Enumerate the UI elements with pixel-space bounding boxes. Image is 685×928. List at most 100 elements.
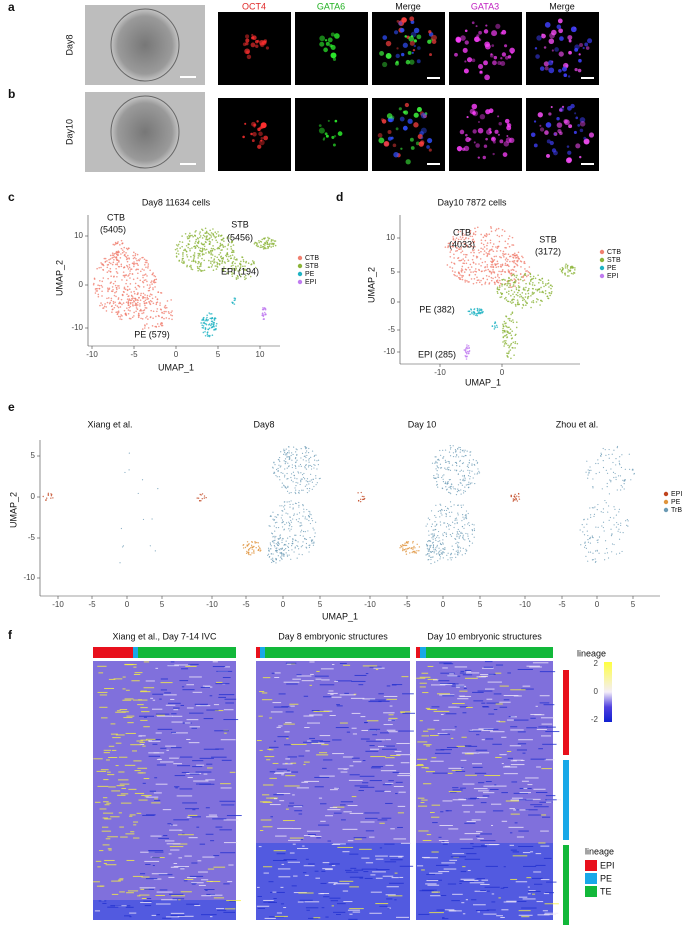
cell-point — [115, 263, 117, 266]
cell-point — [495, 263, 498, 265]
cell-point — [413, 552, 415, 554]
heatmap-cell — [345, 869, 352, 871]
cell-point — [305, 538, 308, 541]
cell-point — [303, 455, 305, 457]
cell-point — [407, 547, 409, 550]
panel-title: Day8 — [253, 419, 274, 429]
cell-point — [122, 302, 125, 304]
fluorescence-spot — [533, 143, 538, 148]
cell-point — [311, 481, 313, 483]
cell-point — [446, 522, 449, 525]
cell-point — [506, 336, 508, 339]
cell-point — [152, 317, 154, 320]
heatmap-cell — [431, 891, 441, 893]
fluorescence-spot — [409, 16, 415, 22]
cell-point — [561, 269, 564, 271]
cell-point — [465, 347, 467, 350]
heatmap-cell — [169, 829, 181, 831]
fluorescence-spot — [408, 36, 415, 42]
cell-point — [493, 271, 496, 274]
heatmap-cell — [503, 699, 510, 701]
cell-point — [144, 304, 146, 307]
cell-point — [219, 256, 222, 258]
cell-point — [527, 296, 529, 298]
cell-point — [430, 533, 432, 535]
cell-point — [248, 268, 251, 270]
cell-point — [427, 559, 429, 561]
heatmap-cell — [184, 722, 191, 724]
cell-point — [430, 544, 432, 546]
heatmap-cell — [160, 689, 168, 691]
cell-point — [539, 279, 542, 282]
cell-point — [278, 476, 280, 478]
cell-point — [310, 473, 312, 475]
heatmap-cell — [473, 700, 484, 702]
cell-point — [278, 537, 280, 540]
heatmap-cell — [284, 785, 300, 787]
heatmap-cell — [421, 767, 428, 769]
cell-point — [429, 546, 431, 548]
heatmap-cell — [462, 674, 473, 676]
cell-point — [313, 485, 315, 488]
cell-point — [256, 243, 258, 245]
cell-point — [474, 233, 477, 236]
fluorescence-spot — [558, 28, 563, 34]
cell-point — [435, 468, 437, 470]
heatmap-cell — [463, 672, 480, 674]
cell-point — [280, 451, 282, 453]
cell-point — [602, 447, 604, 450]
cell-point — [431, 537, 433, 539]
cell-point — [498, 286, 501, 288]
cell-point — [47, 494, 49, 496]
cell-point — [469, 475, 471, 478]
cell-point — [146, 259, 148, 262]
cell-point — [589, 551, 592, 553]
heatmap-cell — [132, 875, 143, 877]
cell-point — [208, 252, 210, 254]
cell-point — [286, 454, 288, 456]
heatmap-cell — [464, 745, 472, 747]
cell-point — [294, 547, 296, 549]
cell-point — [117, 241, 119, 243]
heatmap-cell — [207, 767, 213, 769]
heatmap-cell — [166, 843, 181, 845]
cell-point — [277, 526, 280, 529]
cell-point — [156, 308, 159, 310]
cell-point — [507, 269, 510, 271]
cell-point — [254, 241, 256, 244]
cell-point — [471, 530, 474, 532]
cell-point — [263, 307, 266, 310]
cell-point — [427, 540, 429, 543]
cell-point — [448, 461, 450, 463]
fluorescence-spot — [420, 127, 427, 134]
cell-point — [109, 271, 112, 273]
fluorescence-spot — [464, 60, 467, 63]
cell-point — [439, 542, 442, 545]
fluorescence-spot — [500, 61, 506, 67]
fluorescence-spot — [253, 123, 257, 127]
cell-point — [436, 481, 438, 483]
heatmap-cell — [532, 893, 536, 895]
heatmap-cell — [316, 837, 321, 839]
cell-point — [513, 252, 516, 255]
heatmap-cell — [354, 785, 369, 787]
cell-point — [460, 268, 463, 270]
fluorescence-spot — [404, 102, 410, 108]
cell-point — [129, 299, 132, 302]
cell-point — [126, 260, 129, 263]
heatmap-cell — [388, 895, 403, 897]
cell-point — [235, 277, 238, 279]
cell-point — [213, 321, 215, 324]
cell-point — [277, 544, 279, 547]
cell-point — [291, 549, 293, 551]
heatmap-cell — [102, 902, 107, 904]
cell-point — [495, 255, 497, 258]
cell-point — [282, 472, 284, 474]
heatmap-cell — [107, 771, 111, 773]
heatmap-cell — [337, 768, 349, 770]
heatmap-cell — [543, 914, 557, 916]
cell-point — [139, 299, 142, 301]
cell-point — [439, 558, 441, 560]
cell-point — [359, 498, 362, 500]
cell-point — [210, 256, 213, 259]
